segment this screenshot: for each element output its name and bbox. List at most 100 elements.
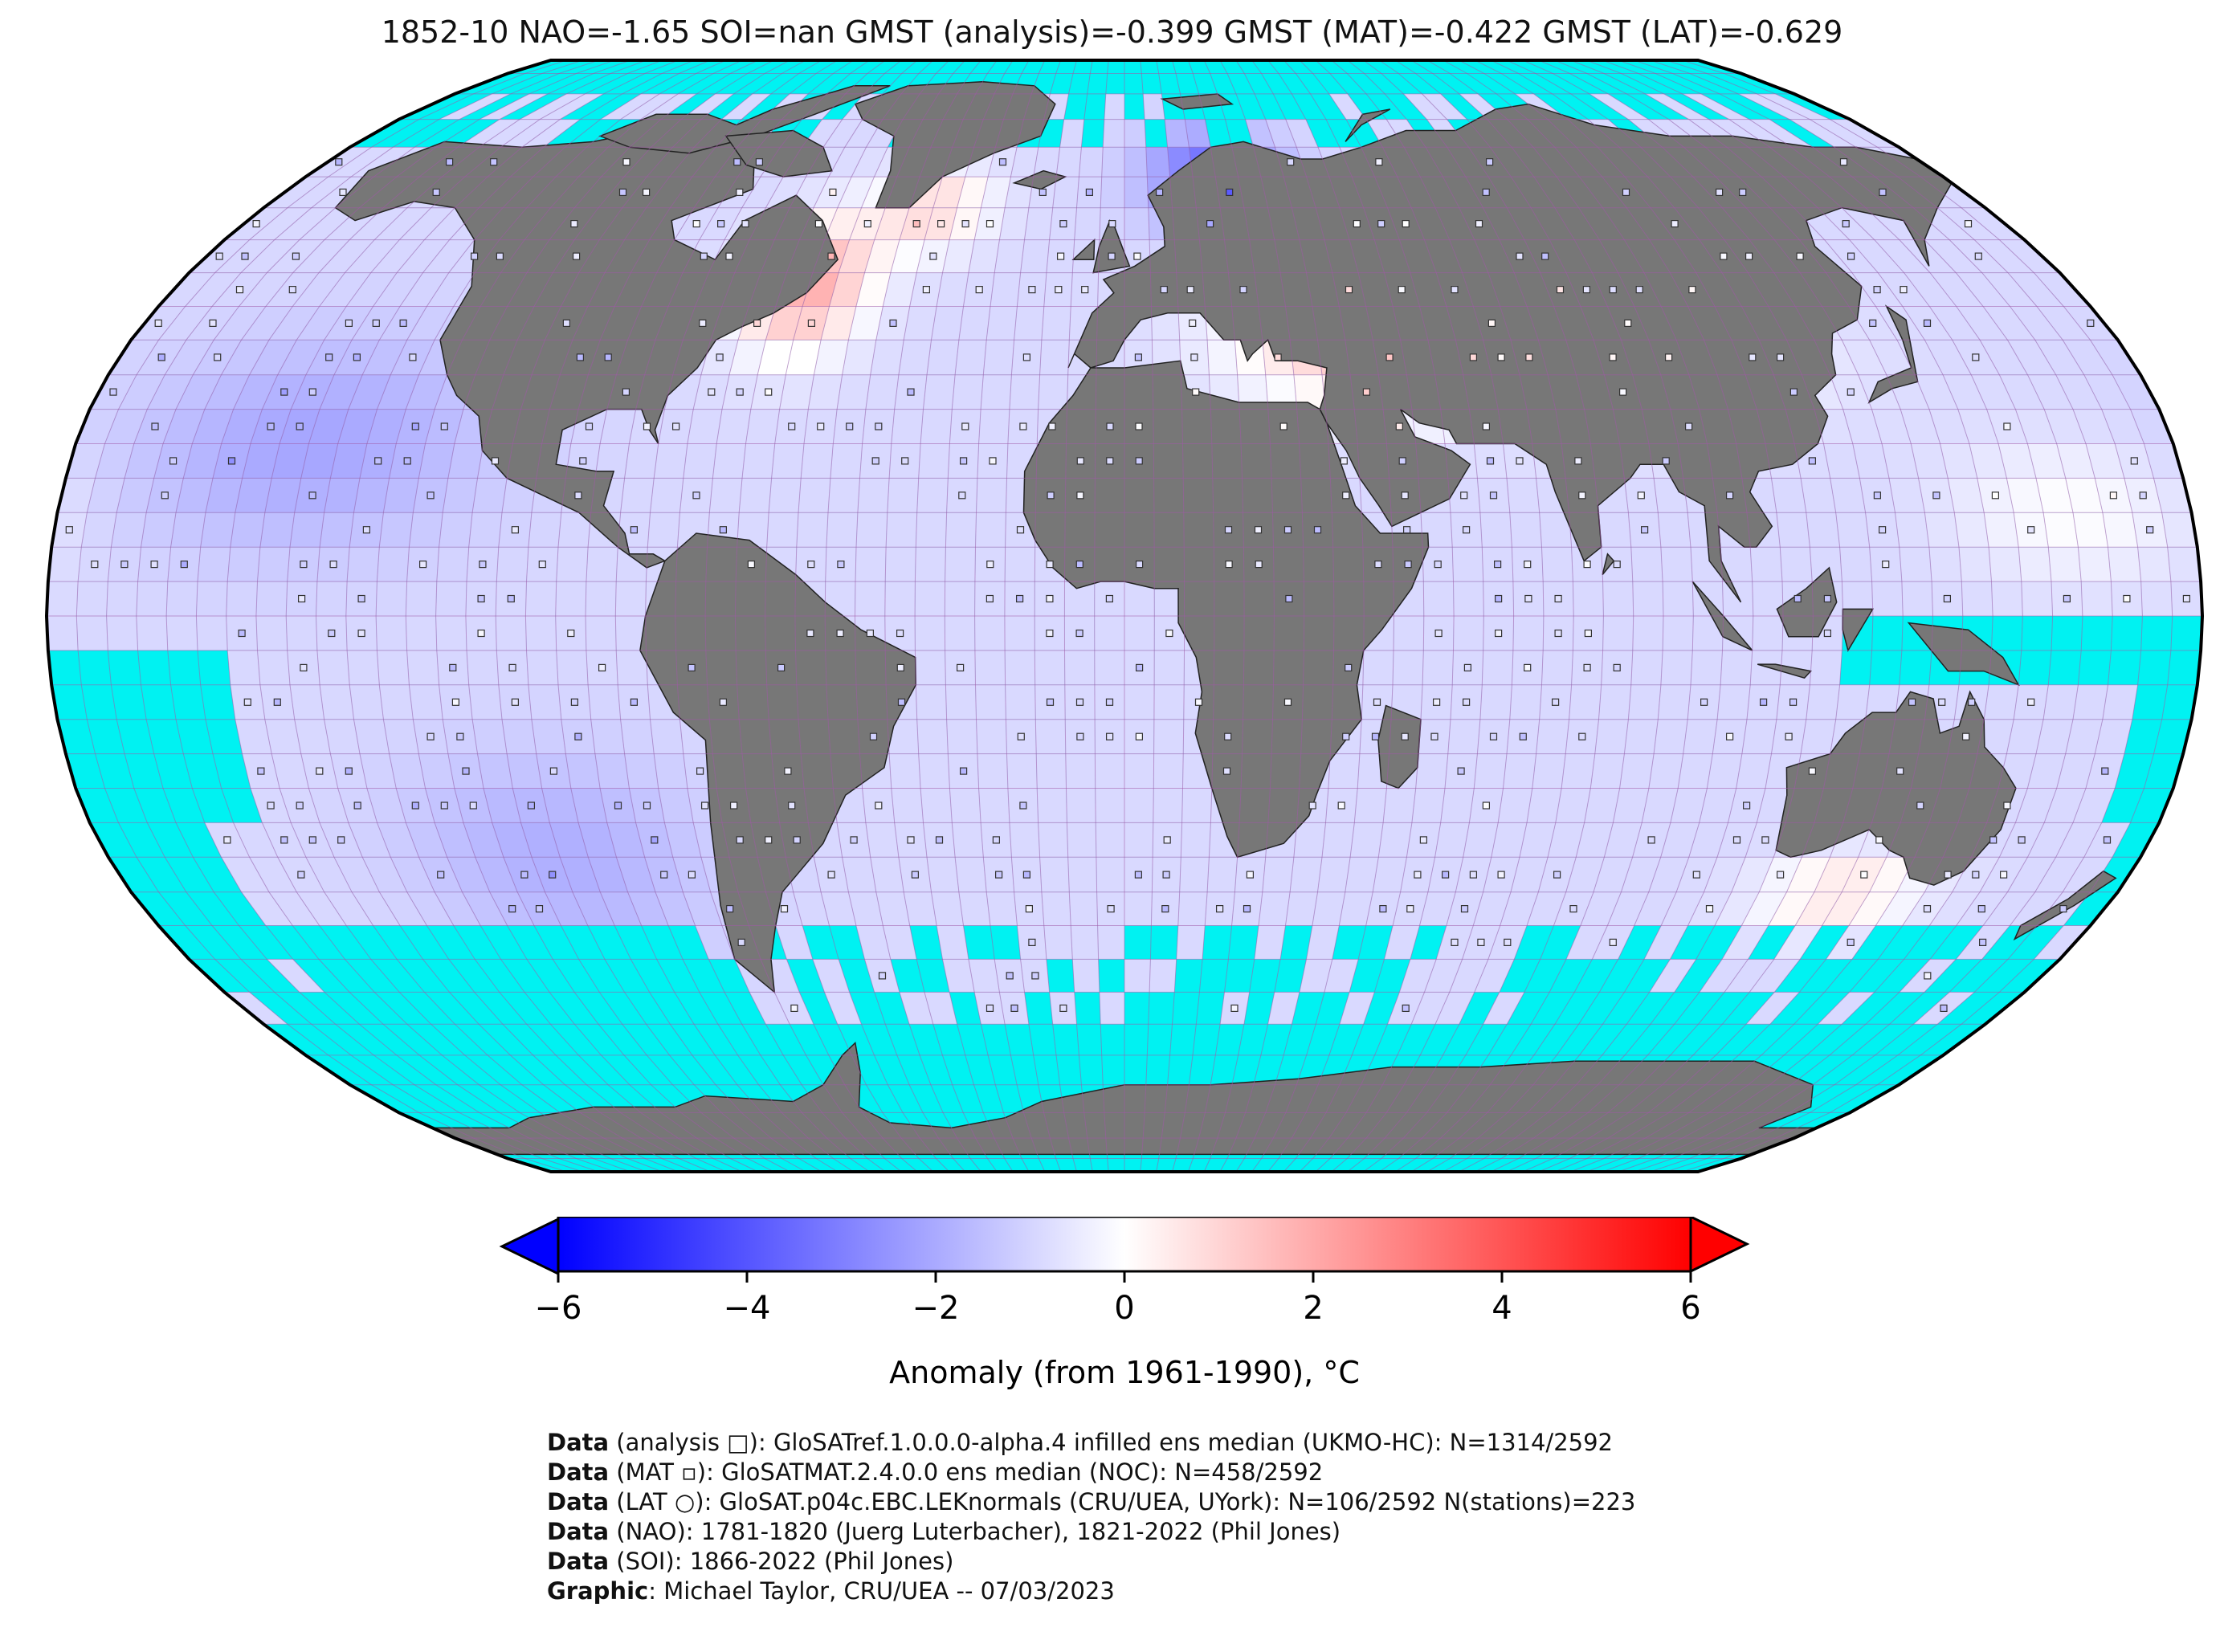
anomaly-cell <box>981 374 1012 410</box>
mat-marker <box>65 526 73 534</box>
mat-marker <box>1313 526 1322 534</box>
mat-marker <box>985 1004 994 1013</box>
anomaly-cell <box>952 374 984 410</box>
credit-label: Graphic <box>547 1577 649 1605</box>
mat-marker <box>836 629 844 638</box>
mat-marker <box>353 353 361 361</box>
anomaly-cell <box>1509 684 1542 720</box>
anomaly-cell <box>1573 581 1604 616</box>
mat-marker <box>1404 560 1412 569</box>
mat-marker <box>1972 871 1980 879</box>
anomaly-cell <box>2010 306 2063 341</box>
anomaly-cell <box>1738 93 1810 120</box>
anomaly-cell <box>2027 374 2073 410</box>
meridian-line <box>704 60 902 1172</box>
mat-marker <box>2087 319 2095 327</box>
mat-marker <box>1882 560 1890 569</box>
anomaly-cell <box>793 891 830 926</box>
anomaly-cell <box>399 207 455 240</box>
anomaly-cell <box>957 177 989 208</box>
anomaly-cell <box>540 93 604 120</box>
mat-marker <box>1705 904 1714 913</box>
mat-marker <box>273 698 281 706</box>
anomaly-cell <box>221 409 263 444</box>
mat-marker <box>1362 388 1371 396</box>
anomaly-cell <box>1699 788 1736 823</box>
anomaly-cell <box>521 119 581 148</box>
mat-marker <box>922 286 931 294</box>
mat-marker <box>2103 836 2112 844</box>
anomaly-cell <box>1041 306 1071 341</box>
anomaly-cell <box>837 374 871 410</box>
mat-marker <box>403 457 411 465</box>
mat-marker <box>440 802 448 810</box>
land-mass <box>1345 108 1391 142</box>
anomaly-cell <box>1961 581 1993 616</box>
mat-marker <box>1989 836 1998 844</box>
anomaly-cell <box>406 891 454 926</box>
mat-marker <box>1081 286 1089 294</box>
anomaly-cell <box>520 93 586 120</box>
anomaly-cell <box>1096 822 1124 858</box>
anomaly-cell <box>1039 857 1070 892</box>
anomaly-cell <box>249 207 312 240</box>
anomaly-cell <box>1835 684 1870 720</box>
anomaly-cell <box>856 512 888 548</box>
anomaly-cell <box>320 684 354 720</box>
meridian-line <box>1347 60 1545 1172</box>
anomaly-cell <box>2043 684 2079 720</box>
anomaly-cell <box>376 616 407 651</box>
mat-marker <box>1972 353 1980 361</box>
anomaly-cell <box>2063 340 2112 375</box>
mat-marker <box>1406 904 1414 913</box>
mat-marker <box>1224 526 1233 534</box>
mat-marker <box>935 836 944 844</box>
anomaly-cell <box>1072 959 1100 993</box>
meridian-line <box>285 60 679 1172</box>
anomaly-cell <box>1265 374 1297 410</box>
anomaly-cell <box>528 512 561 548</box>
anomaly-cell <box>1293 822 1326 858</box>
anomaly-cell <box>1299 959 1332 993</box>
mat-marker <box>1192 388 1200 396</box>
anomaly-cell <box>81 512 117 548</box>
mat-marker <box>747 560 756 569</box>
anomaly-cell <box>590 719 625 754</box>
anomaly-cell <box>855 581 886 616</box>
anomaly-cell <box>1177 891 1208 926</box>
anomaly-cell <box>1989 547 2022 582</box>
anomaly-cell <box>1663 581 1694 616</box>
anomaly-cell <box>1415 753 1448 789</box>
anomaly-cell <box>1658 512 1691 548</box>
anomaly-cell <box>1630 547 1663 582</box>
anomaly-cell <box>390 857 435 892</box>
mat-marker <box>961 422 969 430</box>
mat-marker <box>1487 319 1496 327</box>
anomaly-cell <box>406 581 437 616</box>
mat-marker <box>1353 220 1361 228</box>
mat-marker <box>1015 594 1024 603</box>
anomaly-cell <box>2007 857 2056 892</box>
mat-marker <box>209 319 217 327</box>
anomaly-cell <box>1262 857 1294 892</box>
meridian-line <box>1172 60 1215 1172</box>
mat-marker <box>508 663 516 672</box>
mat-marker <box>1847 938 1855 947</box>
mat-marker <box>1135 560 1144 569</box>
anomaly-cell <box>1149 959 1177 993</box>
anomaly-cell <box>406 822 447 858</box>
mat-marker <box>1076 457 1084 465</box>
anomaly-cell <box>1033 147 1060 177</box>
meridian-line <box>435 60 758 1172</box>
mat-marker <box>120 560 129 569</box>
anomaly-cell <box>296 891 347 926</box>
mat-marker <box>1401 732 1409 740</box>
anomaly-cell <box>1728 119 1792 148</box>
anomaly-cell <box>620 478 655 513</box>
anomaly-cell <box>898 340 932 375</box>
mat-marker <box>399 319 407 327</box>
mat-marker <box>598 663 606 672</box>
anomaly-cell <box>949 788 981 823</box>
mat-marker <box>1761 836 1769 844</box>
mat-marker <box>1374 560 1382 569</box>
